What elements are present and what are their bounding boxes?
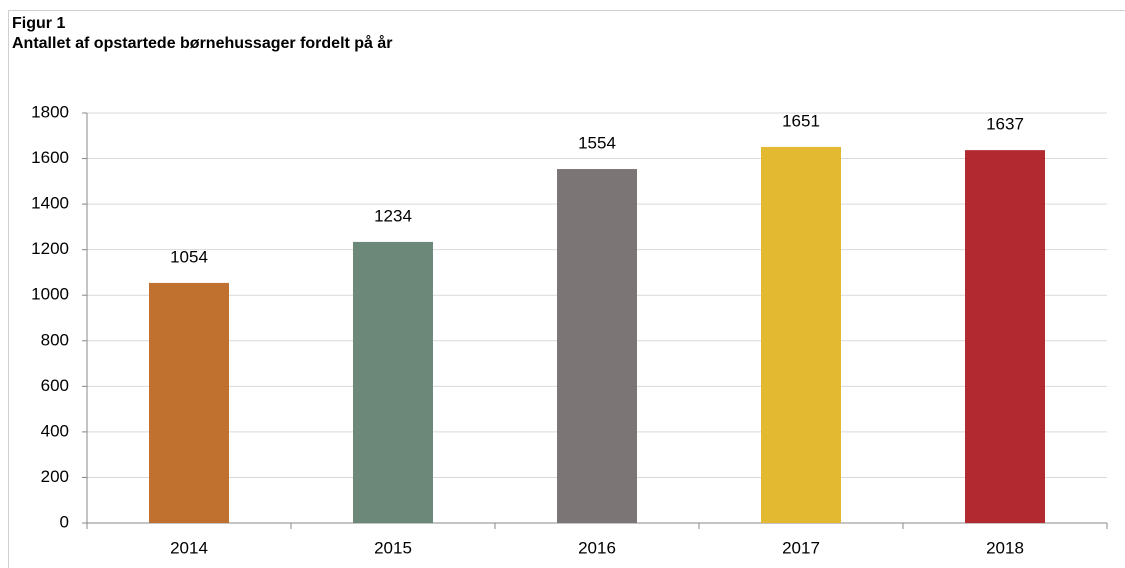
data-label: 1637: [986, 115, 1024, 134]
x-tick-label: 2014: [170, 538, 208, 557]
y-tick-label: 1800: [31, 102, 69, 121]
data-label: 1554: [578, 134, 616, 153]
y-tick-label: 0: [60, 512, 69, 531]
chart-title: Figur 1: [12, 15, 65, 32]
bar: [761, 146, 841, 523]
data-label: 1651: [782, 111, 820, 130]
y-tick-label: 1000: [31, 285, 69, 304]
y-tick-label: 600: [41, 376, 69, 395]
bar: [353, 241, 433, 523]
data-label: 1054: [170, 247, 208, 266]
y-tick-label: 800: [41, 330, 69, 349]
chart-subtitle: Antallet af opstartede børnehussager for…: [12, 34, 393, 52]
x-tick-label: 2015: [374, 538, 412, 557]
y-tick-label: 200: [41, 467, 69, 486]
x-tick-label: 2018: [986, 538, 1024, 557]
y-tick-label: 1200: [31, 239, 69, 258]
data-label: 1234: [374, 206, 412, 225]
x-tick-label: 2016: [578, 538, 616, 557]
y-tick-label: 1400: [31, 194, 69, 213]
y-tick-label: 400: [41, 421, 69, 440]
frame: [8, 10, 1125, 568]
y-tick-label: 1600: [31, 148, 69, 167]
bar: [965, 150, 1045, 523]
bar: [149, 282, 229, 523]
x-tick-label: 2017: [782, 538, 820, 557]
bar: [557, 169, 637, 524]
